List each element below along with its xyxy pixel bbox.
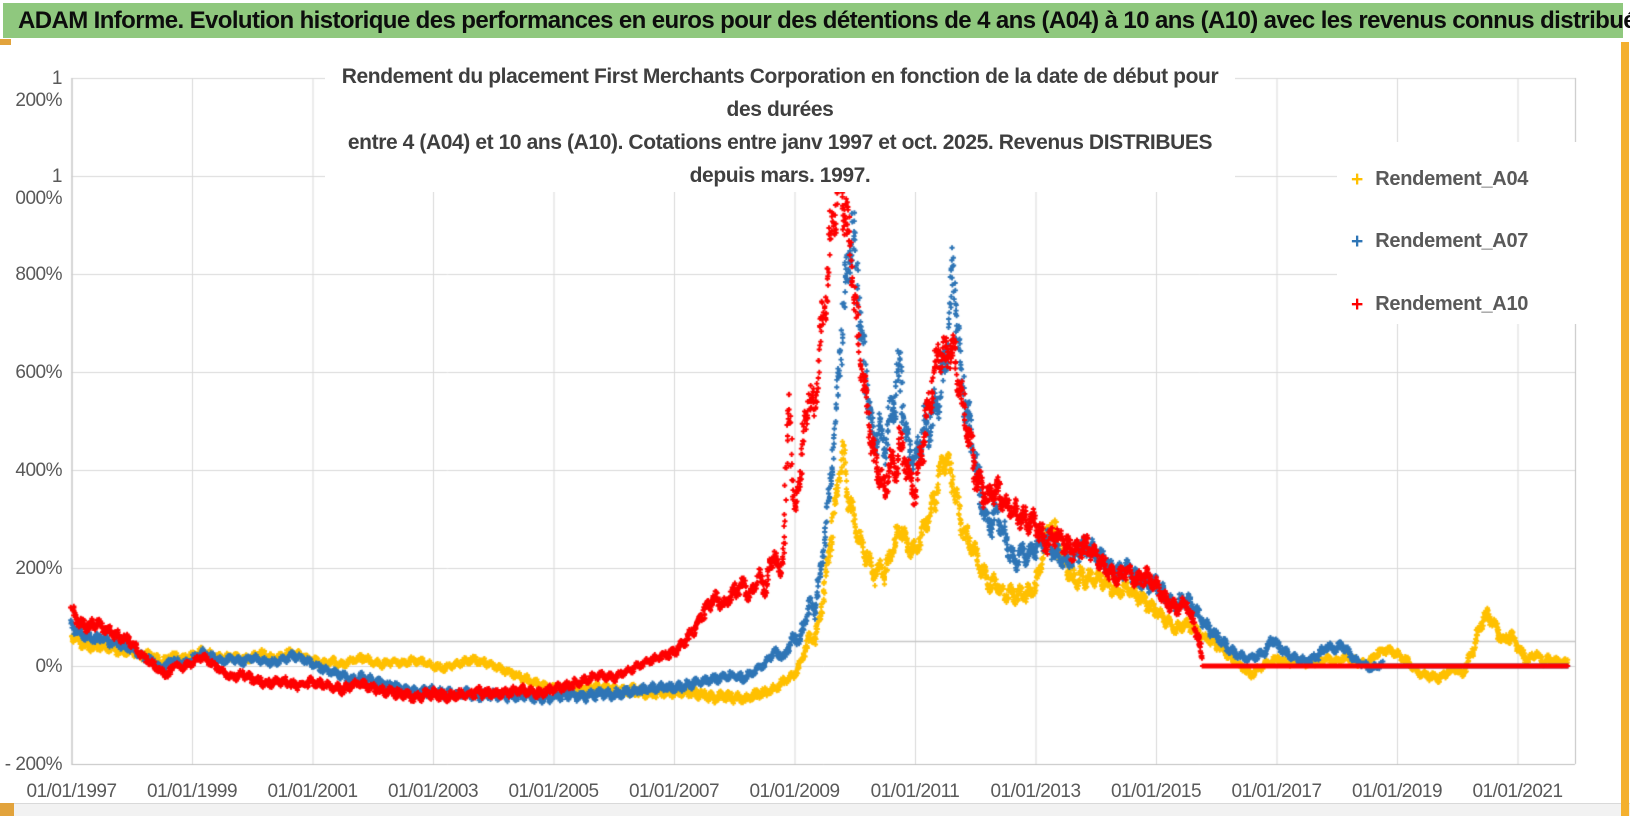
- legend-marker-icon: +: [1351, 292, 1364, 316]
- legend-marker-icon: +: [1351, 229, 1364, 253]
- y-tick-label: - 200%: [4, 754, 63, 775]
- legend-item-rendement_a07[interactable]: + Rendement_A07: [1351, 230, 1528, 253]
- x-tick-label: 01/01/2003: [387, 781, 479, 802]
- x-tick-label: 01/01/2005: [508, 781, 599, 802]
- x-tick-label: 01/01/2015: [1110, 781, 1202, 802]
- chart-title: Rendement du placement First Merchants C…: [325, 60, 1235, 192]
- x-tick-label: 01/01/2007: [628, 781, 720, 802]
- x-tick-label: 01/01/2001: [267, 781, 358, 802]
- legend: + Rendement_A04 + Rendement_A07 + Rendement_A…: [1337, 142, 1617, 324]
- legend-label: Rendement_A07: [1375, 230, 1529, 252]
- legend-label: Rendement_A04: [1375, 168, 1529, 190]
- chart-title-line2: entre 4 (A04) et 10 ans (A10). Cotations…: [347, 131, 1213, 187]
- x-tick-label: 01/01/1999: [146, 781, 238, 802]
- x-tick-label: 01/01/2019: [1351, 781, 1443, 802]
- legend-item-rendement_a10[interactable]: + Rendement_A10: [1351, 293, 1528, 316]
- y-tick-label: 400%: [15, 460, 62, 481]
- legend-marker-icon: +: [1351, 167, 1364, 191]
- legend-label: Rendement_A10: [1375, 293, 1529, 315]
- chart-title-line1: Rendement du placement First Merchants C…: [341, 65, 1219, 121]
- y-tick-label: 200%: [15, 558, 62, 579]
- y-tick-label: 600%: [15, 362, 62, 383]
- x-tick-label: 01/01/2017: [1231, 781, 1322, 802]
- y-tick-label: 0%: [35, 656, 63, 677]
- x-tick-label: 01/01/2021: [1472, 781, 1563, 802]
- x-tick-label: 01/01/2013: [990, 781, 1081, 802]
- x-tick-label: 01/01/2009: [749, 781, 840, 802]
- legend-item-rendement_a04[interactable]: + Rendement_A04: [1351, 168, 1528, 191]
- y-tick-label: 800%: [15, 264, 62, 285]
- x-tick-label: 01/01/2011: [870, 781, 960, 802]
- x-tick-label: 01/01/1997: [26, 781, 117, 802]
- y-tick-label: 1 000%: [15, 166, 62, 209]
- y-tick-label: 1 200%: [15, 68, 62, 111]
